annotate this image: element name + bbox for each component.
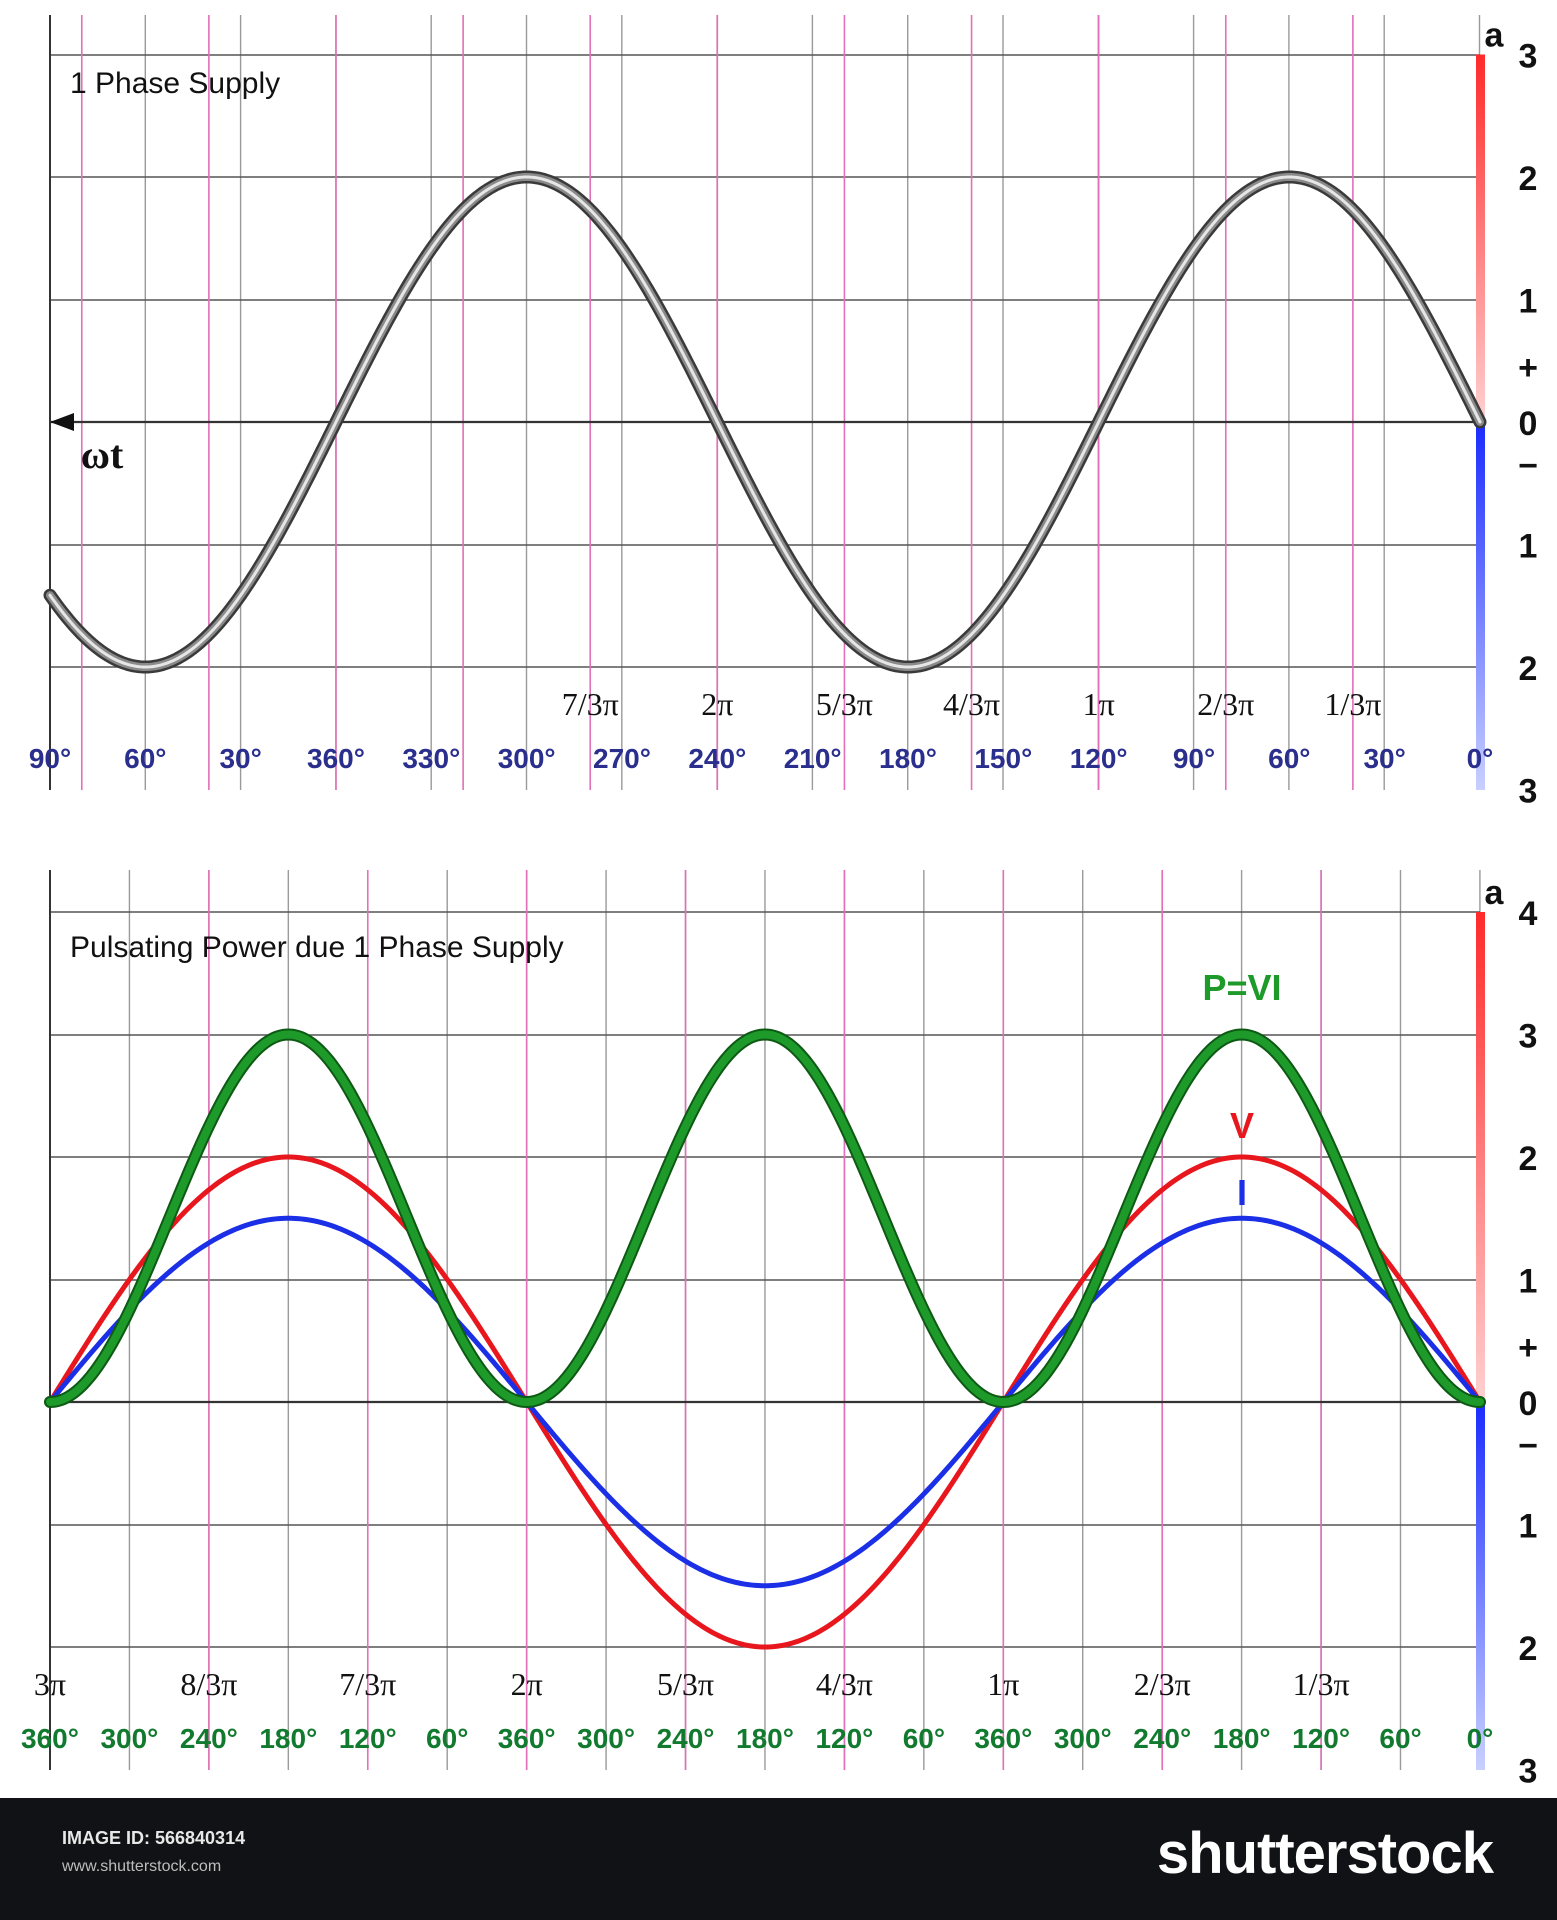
top-degree-tick-label: 60° <box>124 743 166 774</box>
wt-axis-label: ωt <box>81 432 124 477</box>
top-degree-tick-label: 30° <box>219 743 261 774</box>
top-degree-tick-label: 270° <box>593 743 651 774</box>
bottom-y-tick-label: 3 <box>1519 1018 1538 1056</box>
single-phase-chart: 0 1 2 3 1 2 3 + − a 1 Phase Supply 1/3π 2/3π 1π 4/3π 5/… <box>29 15 1538 811</box>
bottom-degree-tick-label: 0° <box>1467 1723 1494 1754</box>
bottom-degree-tick-label: 180° <box>1213 1723 1271 1754</box>
bottom-degree-tick-label: 120° <box>339 1723 397 1754</box>
top-degree-tick-label: 120° <box>1070 743 1128 774</box>
bottom-degree-tick-label: 60° <box>1379 1723 1421 1754</box>
bottom-pi-tick-label: 5/3π <box>657 1666 714 1702</box>
bottom-degree-tick-label: 240° <box>657 1723 715 1754</box>
top-chart-title: 1 Phase Supply <box>70 67 280 100</box>
top-pi-tick-label: 7/3π <box>562 686 619 722</box>
top-positive-scale-bar <box>1476 54 1485 422</box>
bottom-degree-tick-label: 240° <box>180 1723 238 1754</box>
bottom-degree-tick-label: 300° <box>1054 1723 1112 1754</box>
bottom-pi-tick-label: 2/3π <box>1134 1666 1191 1702</box>
bottom-chart-title: Pulsating Power due 1 Phase Supply <box>70 931 564 964</box>
footer-url-text: www.shutterstock.com <box>62 1858 222 1875</box>
top-degree-tick-label: 0° <box>1467 743 1494 774</box>
bottom-negative-scale-bar <box>1476 1402 1485 1770</box>
top-minus-sign: − <box>1518 447 1538 485</box>
top-degree-tick-label: 180° <box>879 743 937 774</box>
top-plus-sign: + <box>1518 349 1538 387</box>
bottom-degree-tick-label: 60° <box>903 1723 945 1754</box>
bottom-y-tick-label: 3 <box>1519 1753 1538 1791</box>
top-pi-tick-label: 2/3π <box>1197 686 1254 722</box>
bottom-degree-tick-label: 120° <box>815 1723 873 1754</box>
top-y-tick-label: 3 <box>1519 38 1538 76</box>
bottom-plus-sign: + <box>1518 1329 1538 1367</box>
top-y-tick-label: 2 <box>1519 650 1538 688</box>
top-pi-tick-label: 5/3π <box>816 686 873 722</box>
wt-axis-arrow-icon <box>50 413 74 431</box>
top-y-tick-label: 1 <box>1519 283 1538 321</box>
bottom-degree-tick-label: 180° <box>259 1723 317 1754</box>
top-y-tick-label: 1 <box>1519 528 1538 566</box>
voltage-series-label: V <box>1230 1105 1254 1146</box>
bottom-pi-tick-label: 8/3π <box>180 1666 237 1702</box>
bottom-pi-tick-label: 1π <box>987 1666 1019 1702</box>
top-degree-tick-label: 330° <box>402 743 460 774</box>
bottom-degree-tick-label: 60° <box>426 1723 468 1754</box>
bottom-y-tick-label: 2 <box>1519 1140 1538 1178</box>
bottom-degree-tick-label: 360° <box>498 1723 556 1754</box>
top-pi-tick-label: 2π <box>701 686 733 722</box>
bottom-degree-tick-label: 240° <box>1133 1723 1191 1754</box>
top-y-tick-label: 2 <box>1519 160 1538 198</box>
top-degree-tick-label: 150° <box>974 743 1032 774</box>
top-pi-tick-label: 1π <box>1083 686 1115 722</box>
image-id-text: IMAGE ID: 566840314 <box>62 1828 246 1848</box>
top-degree-tick-label: 30° <box>1363 743 1405 774</box>
power-series-label: P=VI <box>1202 967 1281 1008</box>
bottom-pi-tick-label: 7/3π <box>339 1666 396 1702</box>
bottom-pi-tick-label: 1/3π <box>1293 1666 1350 1702</box>
bottom-y-unit-label: a <box>1485 874 1505 912</box>
brand-logo-text: shutterstock <box>1156 1821 1494 1886</box>
bottom-minus-sign: − <box>1518 1427 1538 1465</box>
top-degree-tick-label: 90° <box>1173 743 1215 774</box>
current-series-label: I <box>1237 1172 1247 1213</box>
top-degree-tick-label: 90° <box>29 743 71 774</box>
top-y-tick-label: 0 <box>1519 405 1538 443</box>
top-y-tick-label: 3 <box>1519 773 1538 811</box>
power-curve <box>46 1030 1484 1407</box>
current-curve <box>47 1215 1483 1589</box>
pulsating-power-chart: 0 1 2 3 4 1 2 3 + − a Pulsating Power due 1 Phase S… <box>21 870 1538 1791</box>
figure-canvas: 0 1 2 3 1 2 3 + − a 1 Phase Supply 1/3π 2/3π 1π 4/3π 5/… <box>21 15 1538 1791</box>
bottom-degree-tick-label: 300° <box>577 1723 635 1754</box>
bottom-y-tick-label: 4 <box>1519 895 1538 933</box>
top-degree-tick-label: 300° <box>498 743 556 774</box>
bottom-degree-tick-label: 360° <box>21 1723 79 1754</box>
top-degree-tick-label: 240° <box>688 743 746 774</box>
top-negative-scale-bar <box>1476 422 1485 790</box>
supply-wave-highlight <box>48 175 1482 669</box>
top-pi-tick-label: 1/3π <box>1324 686 1381 722</box>
top-degree-tick-label: 210° <box>784 743 842 774</box>
bottom-pi-tick-label: 4/3π <box>816 1666 873 1702</box>
top-pi-tick-label: 4/3π <box>943 686 1000 722</box>
bottom-pi-tick-label: 3π <box>34 1666 66 1702</box>
bottom-degree-tick-label: 180° <box>736 1723 794 1754</box>
top-y-unit-label: a <box>1485 17 1505 55</box>
watermark-footer: IMAGE ID: 566840314 www.shutterstock.com… <box>0 1798 1557 1920</box>
bottom-degree-tick-label: 120° <box>1292 1723 1350 1754</box>
top-degree-tick-label: 360° <box>307 743 365 774</box>
voltage-curve <box>47 1154 1483 1650</box>
bottom-degree-tick-label: 360° <box>974 1723 1032 1754</box>
bottom-y-tick-label: 1 <box>1519 1263 1538 1301</box>
bottom-pi-tick-label: 2π <box>511 1666 543 1702</box>
bottom-y-tick-label: 2 <box>1519 1630 1538 1668</box>
bottom-positive-scale-bar <box>1476 912 1485 1402</box>
bottom-degree-tick-label: 300° <box>100 1723 158 1754</box>
bottom-y-tick-label: 0 <box>1519 1385 1538 1423</box>
top-degree-tick-label: 60° <box>1268 743 1310 774</box>
bottom-y-tick-label: 1 <box>1519 1508 1538 1546</box>
